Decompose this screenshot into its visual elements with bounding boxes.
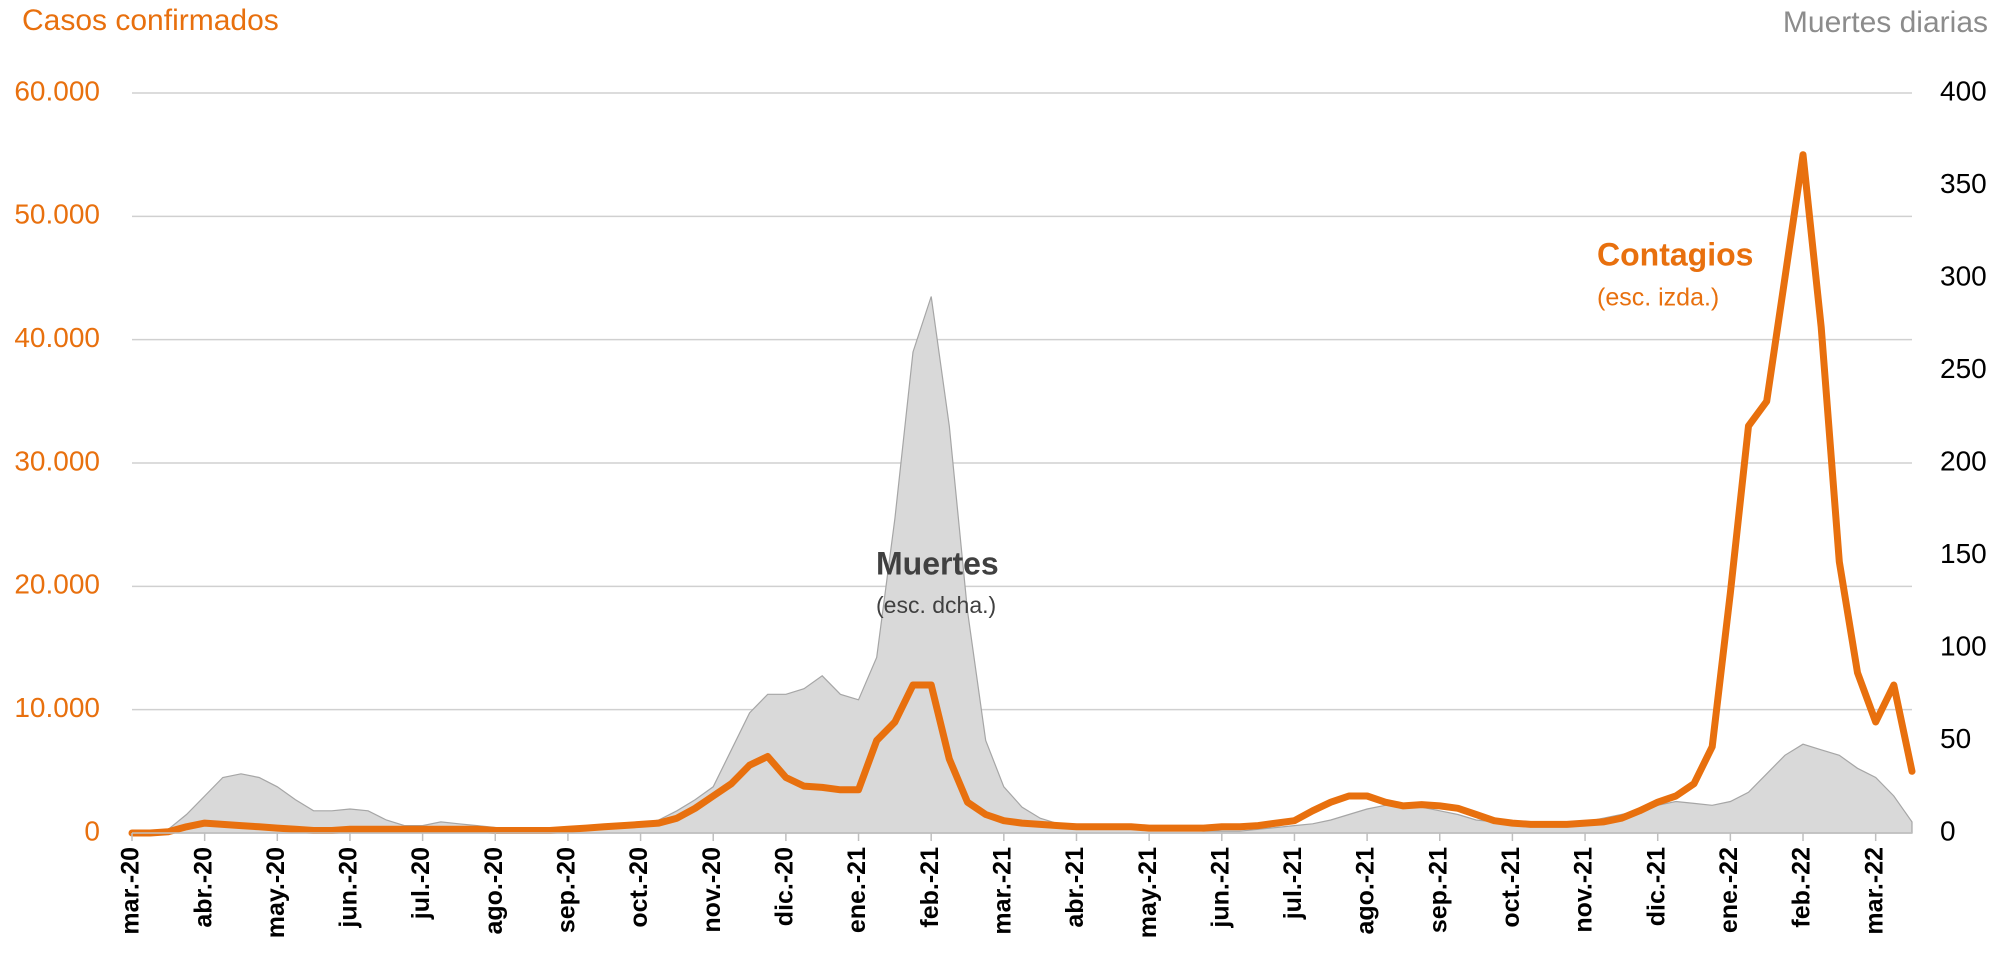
y-tick-label: 60.000 xyxy=(14,75,100,106)
y-tick-label: 10.000 xyxy=(14,692,100,723)
y2-tick-label: 200 xyxy=(1940,445,1987,476)
x-tick-label: nov.-20 xyxy=(698,847,726,933)
y2-tick-label: 50 xyxy=(1940,723,1971,754)
y-tick-label: 40.000 xyxy=(14,322,100,353)
x-tick-label: jun.-20 xyxy=(335,847,363,929)
annotation: (esc. dcha.) xyxy=(876,592,996,618)
y2-tick-label: 250 xyxy=(1940,353,1987,384)
cases-line xyxy=(128,151,1916,837)
annotation: Muertes xyxy=(876,545,999,581)
x-tick-label: mar.-22 xyxy=(1860,847,1888,935)
x-tick-label: dic.-21 xyxy=(1642,847,1670,926)
y2-tick-label: 100 xyxy=(1940,630,1987,661)
y-tick-label: 0 xyxy=(84,815,100,846)
x-tick-label: ene.-21 xyxy=(843,847,871,933)
x-tick-label: jul.-20 xyxy=(407,847,435,920)
x-tick-label: feb.-22 xyxy=(1788,847,1816,928)
y2-tick-label: 400 xyxy=(1940,75,1987,106)
y-axis-title: Casos confirmados xyxy=(22,4,279,37)
x-tick-label: dic.-20 xyxy=(770,847,798,926)
y-tick-label: 50.000 xyxy=(14,199,100,230)
x-tick-label: jun.-21 xyxy=(1206,847,1234,929)
x-tick-label: feb.-21 xyxy=(916,847,944,928)
y2-tick-label: 150 xyxy=(1940,538,1987,569)
x-tick-label: may.-20 xyxy=(262,847,290,938)
deaths-area xyxy=(132,296,1913,834)
annotation: (esc. izda.) xyxy=(1597,284,1719,312)
x-tick-label: abr.-20 xyxy=(189,847,217,928)
annotation: Contagios xyxy=(1597,236,1753,272)
x-tick-label: mar.-21 xyxy=(988,847,1016,935)
y2-tick-label: 0 xyxy=(1940,815,1956,846)
x-tick-label: abr.-21 xyxy=(1061,847,1089,928)
x-tick-label: mar.-20 xyxy=(117,847,145,935)
y2-axis-title: Muertes diarias xyxy=(1783,6,1988,39)
y-tick-label: 20.000 xyxy=(14,569,100,600)
y2-tick-label: 300 xyxy=(1940,260,1987,291)
x-tick-label: ene.-22 xyxy=(1715,847,1743,933)
x-tick-label: sep.-21 xyxy=(1424,847,1452,933)
x-tick-label: sep.-20 xyxy=(553,847,581,933)
x-tick-label: jul.-21 xyxy=(1279,847,1307,920)
x-tick-label: nov.-21 xyxy=(1570,847,1598,933)
x-tick-label: ago.-20 xyxy=(480,847,508,935)
y2-tick-label: 350 xyxy=(1940,168,1987,199)
y-tick-label: 30.000 xyxy=(14,445,100,476)
x-tick-label: oct.-21 xyxy=(1497,847,1525,928)
x-tick-label: oct.-20 xyxy=(625,847,653,928)
x-tick-label: ago.-21 xyxy=(1352,847,1380,935)
x-tick-label: may.-21 xyxy=(1134,847,1162,938)
